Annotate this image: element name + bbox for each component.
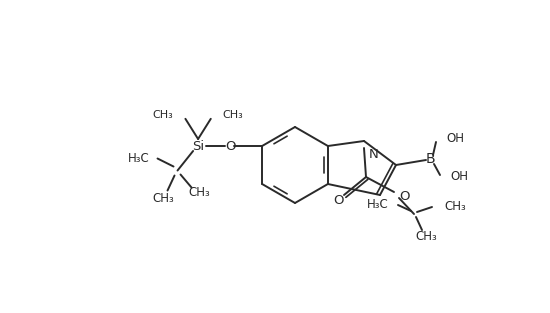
Text: OH: OH	[446, 132, 464, 146]
Text: H₃C: H₃C	[367, 198, 389, 211]
Text: O: O	[399, 189, 410, 203]
Text: OH: OH	[450, 171, 468, 183]
Text: CH₃: CH₃	[415, 229, 437, 243]
Text: O: O	[225, 140, 235, 152]
Text: CH₃: CH₃	[223, 110, 244, 120]
Text: O: O	[334, 193, 344, 207]
Text: CH₃: CH₃	[153, 192, 174, 205]
Text: CH₃: CH₃	[189, 186, 211, 199]
Text: Si: Si	[192, 140, 204, 152]
Text: N: N	[369, 148, 379, 161]
Text: B: B	[425, 152, 435, 166]
Text: H₃C: H₃C	[128, 152, 150, 165]
Text: CH₃: CH₃	[444, 199, 466, 213]
Text: CH₃: CH₃	[153, 110, 173, 120]
